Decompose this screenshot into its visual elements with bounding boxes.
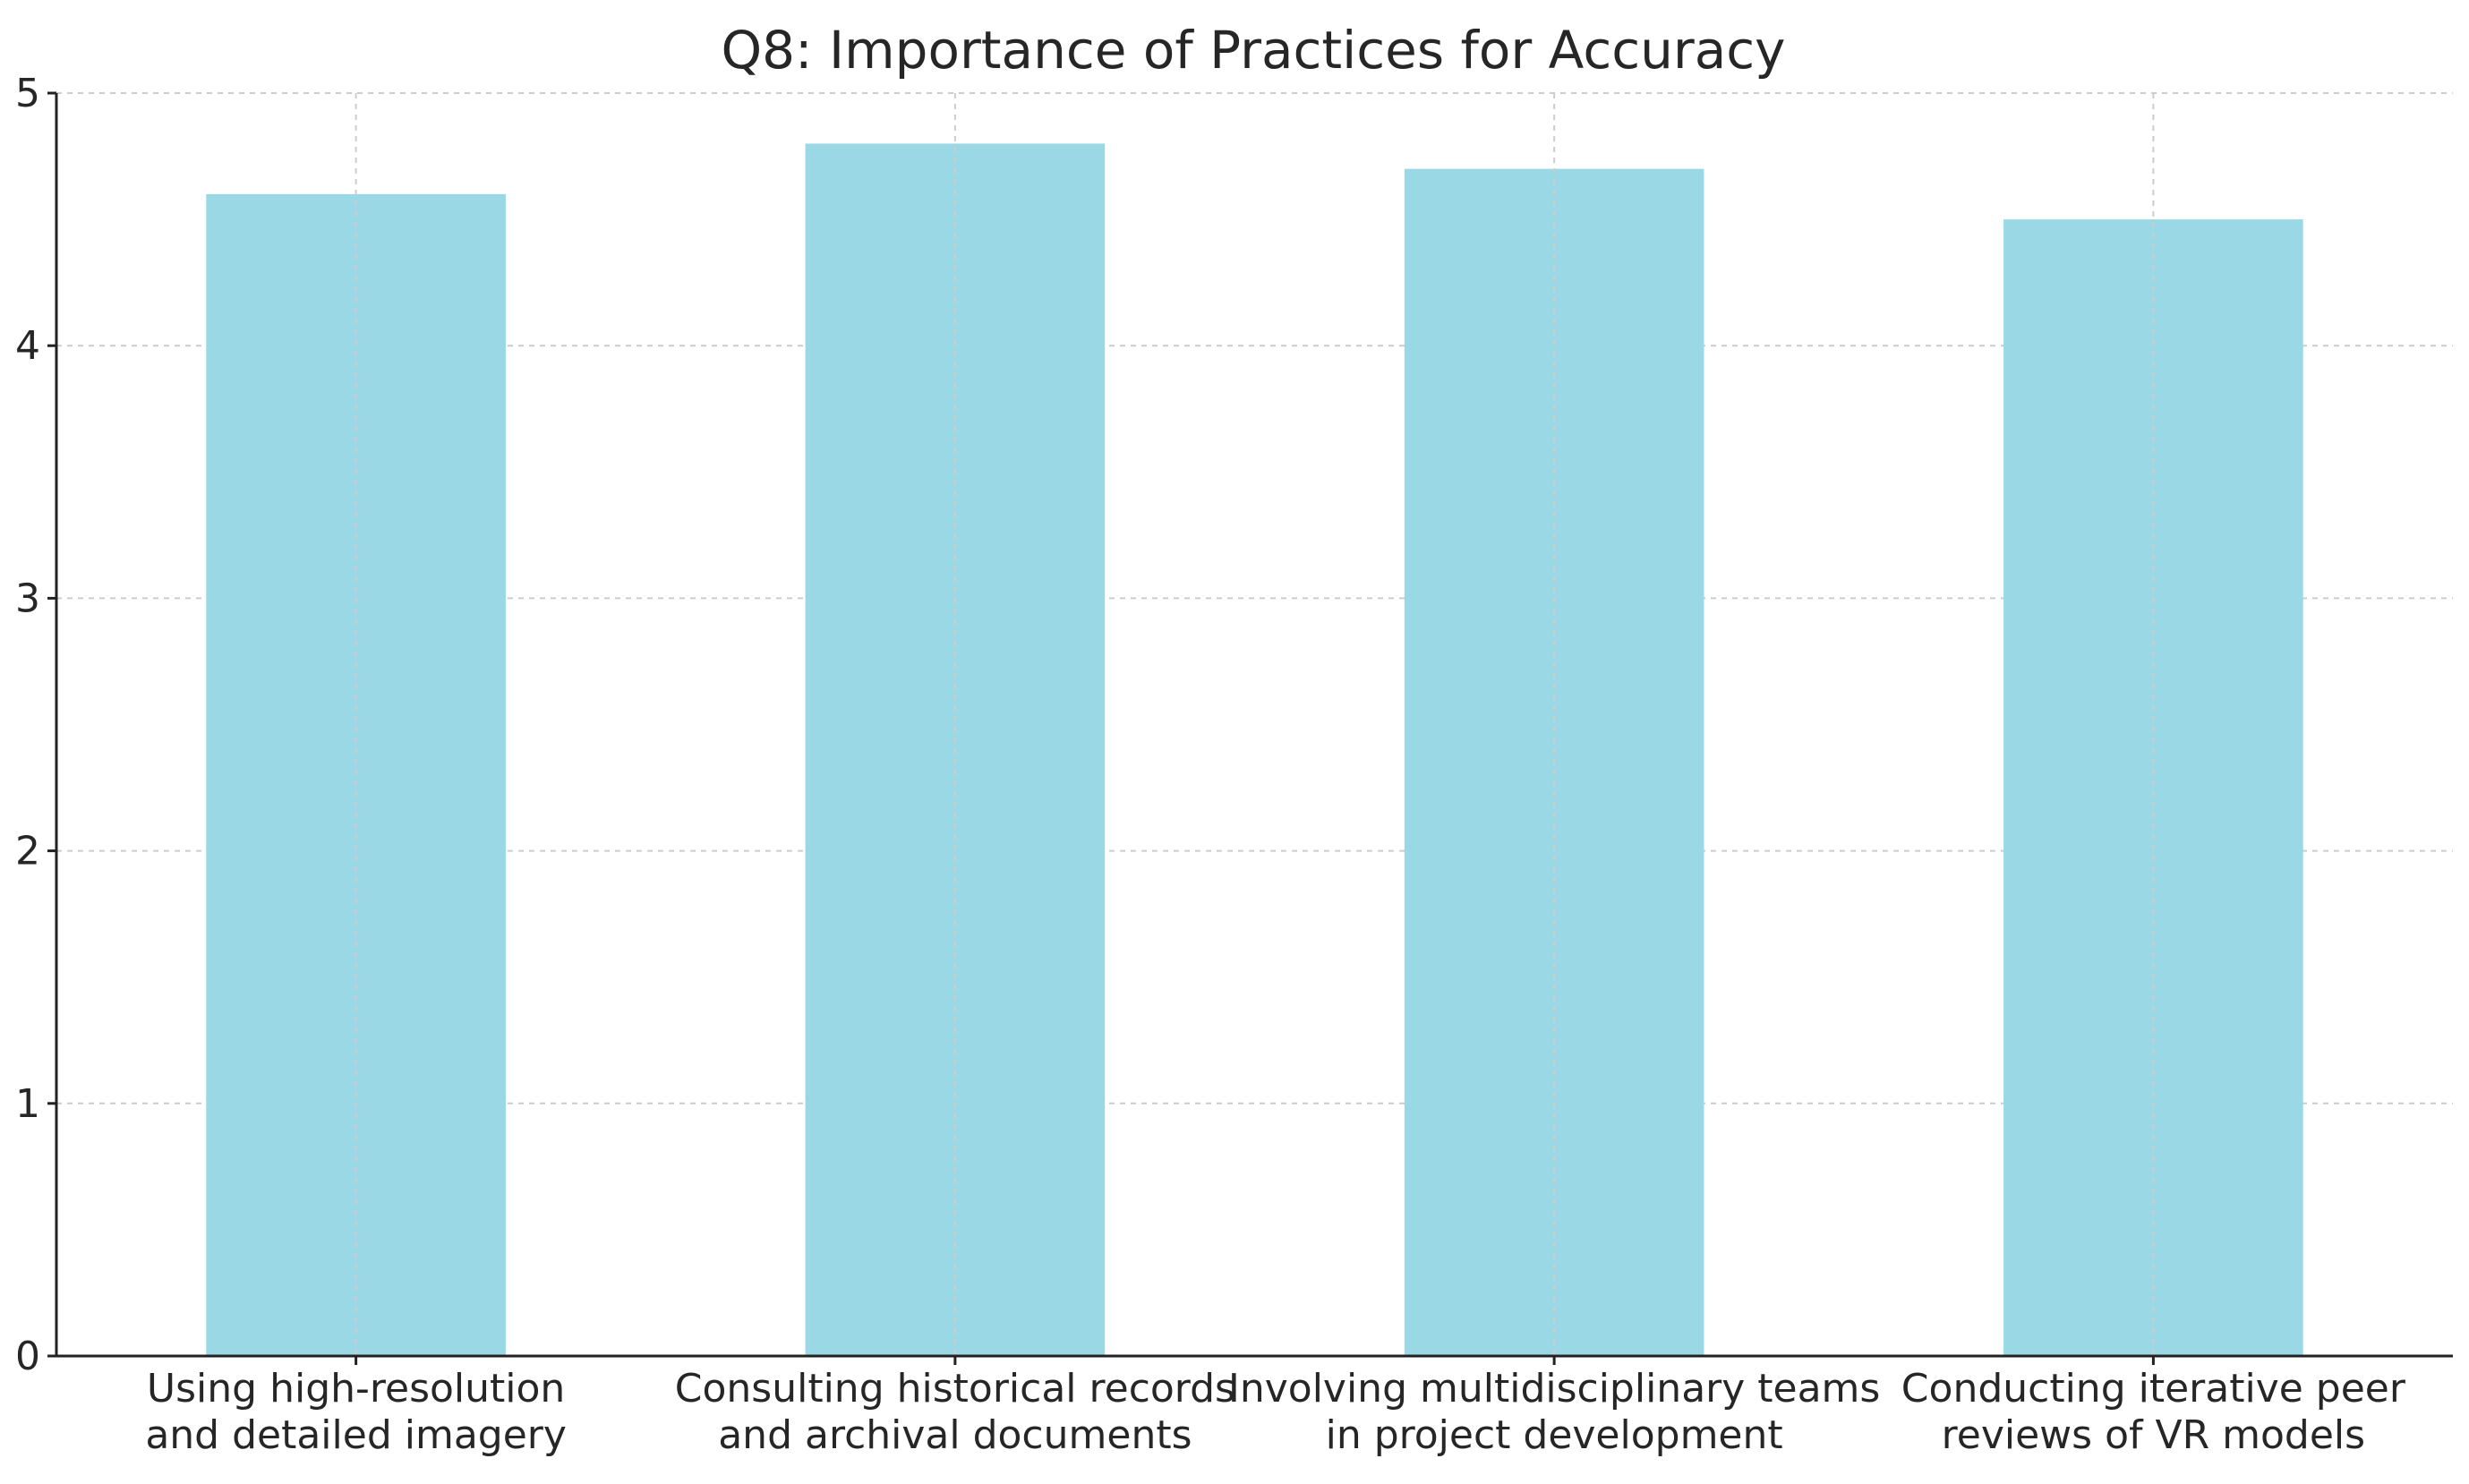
x-tick-label-line: reviews of VR models xyxy=(1942,1412,2365,1458)
bars-layer xyxy=(206,93,2303,1357)
x-tick-label-line: and detailed imagery xyxy=(145,1412,567,1458)
y-tick-label: 3 xyxy=(15,576,40,621)
y-tick-label: 2 xyxy=(15,829,40,874)
x-tick-label: Consulting historical records and archiva… xyxy=(675,1366,1235,1458)
x-tick-label-line: Conducting iterative peer xyxy=(1901,1366,2406,1412)
x-tick-label-line: Involving multidisciplinary teams xyxy=(1228,1366,1880,1412)
chart-title: Q8: Importance of Practices for Accuracy xyxy=(722,20,1786,81)
x-tick-label-line: Consulting historical records xyxy=(675,1366,1235,1412)
y-tick-label: 5 xyxy=(15,71,40,116)
x-tick-label-line: Using high-resolution xyxy=(147,1366,565,1412)
axes-layer xyxy=(47,91,2453,1365)
y-tick-label: 0 xyxy=(15,1334,40,1379)
x-tick-label: Conducting iterative peer reviews of VR m… xyxy=(1901,1366,2406,1458)
bar xyxy=(2003,219,2303,1357)
y-tick-label: 1 xyxy=(15,1081,40,1127)
labels-layer: 0 1 2 3 4 5 Using high-resolution and detailed … xyxy=(15,71,2406,1458)
x-tick-label: Involving multidisciplinary teams in proj… xyxy=(1228,1366,1880,1458)
y-tick-label: 4 xyxy=(15,323,40,369)
x-tick-label-line: and archival documents xyxy=(718,1412,1192,1458)
x-tick-label: Using high-resolution and detailed imager… xyxy=(145,1366,567,1458)
x-tick-label-line: in project development xyxy=(1326,1412,1783,1458)
